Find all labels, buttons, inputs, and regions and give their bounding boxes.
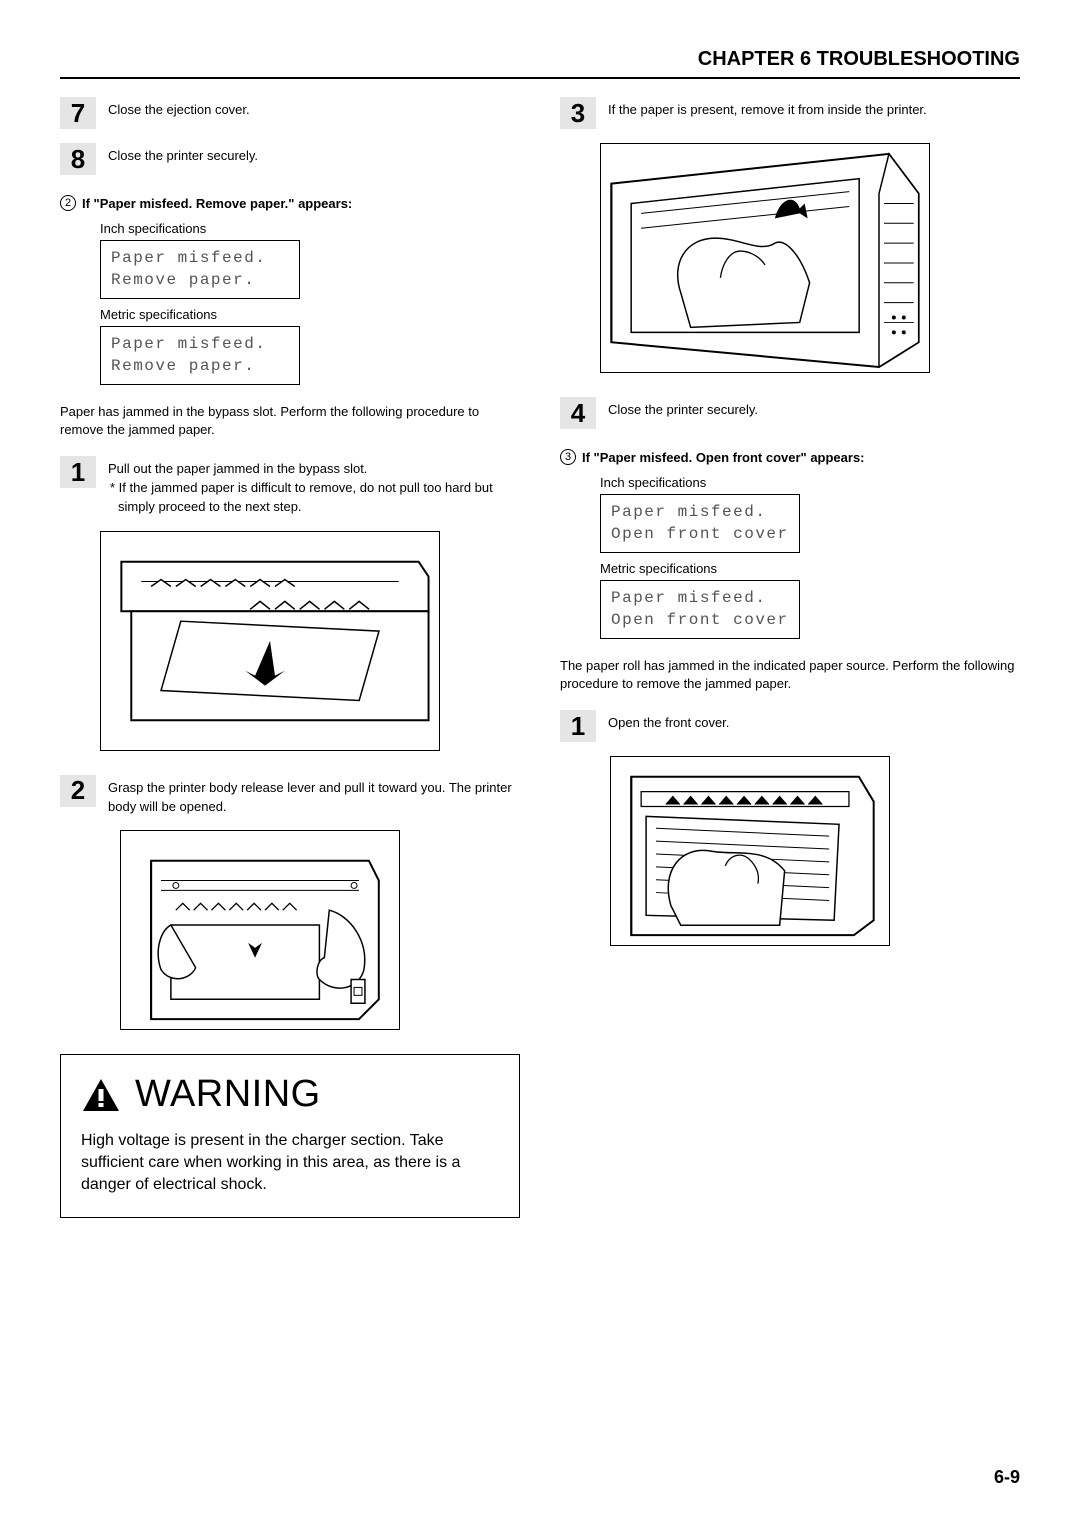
left-column: 7 Close the ejection cover. 8 Close the … xyxy=(60,97,520,1218)
body-paragraph: Paper has jammed in the bypass slot. Per… xyxy=(60,403,520,441)
lcd-line: Remove paper. xyxy=(111,269,289,291)
step-text: Pull out the paper jammed in the bypass … xyxy=(108,456,520,517)
step-number: 8 xyxy=(60,143,96,175)
warning-icon xyxy=(81,1077,121,1113)
lcd-line: Paper misfeed. xyxy=(111,333,289,355)
lcd-line: Paper misfeed. xyxy=(611,587,789,609)
illustration-release-lever xyxy=(120,830,400,1030)
illustration-remove-paper xyxy=(600,143,930,373)
metric-spec-label: Metric specifications xyxy=(100,307,520,322)
step-number: 3 xyxy=(560,97,596,129)
step-text: If the paper is present, remove it from … xyxy=(608,97,927,120)
page-number: 6-9 xyxy=(994,1467,1020,1488)
step-1-left: 1 Pull out the paper jammed in the bypas… xyxy=(60,456,520,517)
step-number: 2 xyxy=(60,775,96,807)
body-paragraph: The paper roll has jammed in the indicat… xyxy=(560,657,1020,695)
step-number: 1 xyxy=(560,710,596,742)
warning-header: WARNING xyxy=(81,1073,499,1116)
lcd-display-inch: Paper misfeed. Remove paper. xyxy=(100,240,300,299)
step-text: Open the front cover. xyxy=(608,710,729,733)
step-7: 7 Close the ejection cover. xyxy=(60,97,520,129)
subsection-title: If "Paper misfeed. Remove paper." appear… xyxy=(82,196,352,211)
step-text: Grasp the printer body release lever and… xyxy=(108,775,520,817)
lcd-display-metric: Paper misfeed. Remove paper. xyxy=(100,326,300,385)
subsection-3: 3 If "Paper misfeed. Open front cover" a… xyxy=(560,449,1020,465)
step-text: Close the printer securely. xyxy=(108,143,258,166)
step-2-left: 2 Grasp the printer body release lever a… xyxy=(60,775,520,817)
circled-number: 3 xyxy=(560,449,576,465)
step-number: 4 xyxy=(560,397,596,429)
step-8: 8 Close the printer securely. xyxy=(60,143,520,175)
metric-spec-label: Metric specifications xyxy=(600,561,1020,576)
inch-spec-label: Inch specifications xyxy=(600,475,1020,490)
step-number: 1 xyxy=(60,456,96,488)
subsection-2: 2 If "Paper misfeed. Remove paper." appe… xyxy=(60,195,520,211)
warning-text: High voltage is present in the charger s… xyxy=(81,1130,499,1195)
step-1-right: 1 Open the front cover. xyxy=(560,710,1020,742)
warning-title: WARNING xyxy=(135,1073,321,1116)
illustration-front-cover xyxy=(610,756,890,946)
lcd-display-inch: Paper misfeed. Open front cover xyxy=(600,494,800,553)
circled-number: 2 xyxy=(60,195,76,211)
right-column: 3 If the paper is present, remove it fro… xyxy=(560,97,1020,1218)
step-4-right: 4 Close the printer securely. xyxy=(560,397,1020,429)
step-note: * If the jammed paper is difficult to re… xyxy=(108,479,520,517)
step-3-right: 3 If the paper is present, remove it fro… xyxy=(560,97,1020,129)
illustration-bypass-slot xyxy=(100,531,440,751)
content-columns: 7 Close the ejection cover. 8 Close the … xyxy=(60,97,1020,1218)
lcd-line: Open front cover xyxy=(611,523,789,545)
page-header: CHAPTER 6 TROUBLESHOOTING xyxy=(60,48,1020,79)
subsection-title: If "Paper misfeed. Open front cover" app… xyxy=(582,450,865,465)
lcd-line: Remove paper. xyxy=(111,355,289,377)
lcd-display-metric: Paper misfeed. Open front cover xyxy=(600,580,800,639)
step-text: Close the printer securely. xyxy=(608,397,758,420)
lcd-line: Paper misfeed. xyxy=(111,247,289,269)
lcd-line: Open front cover xyxy=(611,609,789,631)
step-main: Pull out the paper jammed in the bypass … xyxy=(108,461,367,476)
step-number: 7 xyxy=(60,97,96,129)
step-text: Close the ejection cover. xyxy=(108,97,250,120)
lcd-line: Paper misfeed. xyxy=(611,501,789,523)
inch-spec-label: Inch specifications xyxy=(100,221,520,236)
warning-box: WARNING High voltage is present in the c… xyxy=(60,1054,520,1218)
